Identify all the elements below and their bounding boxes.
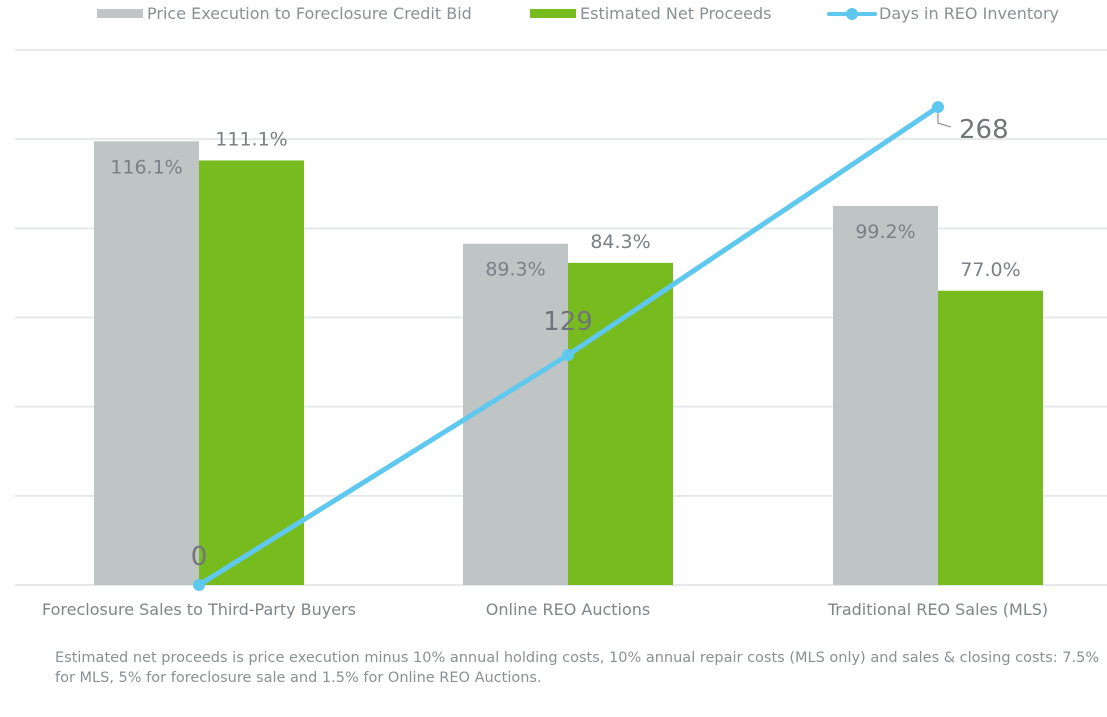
bar bbox=[833, 205, 938, 585]
line-point bbox=[932, 101, 944, 114]
legend-swatch-gray bbox=[97, 9, 143, 18]
bars bbox=[94, 141, 1043, 586]
x-axis-tick-labels: Foreclosure Sales to Third-Party Buyers O… bbox=[42, 600, 1048, 619]
line-point bbox=[193, 579, 205, 591]
bar-value-label: 111.1% bbox=[215, 128, 287, 150]
bar bbox=[463, 243, 568, 585]
legend-item-price-execution: Price Execution to Foreclosure Credit Bi… bbox=[97, 4, 472, 23]
x-tick-label: Foreclosure Sales to Third-Party Buyers bbox=[42, 600, 356, 619]
bar bbox=[938, 290, 1043, 585]
line-series bbox=[193, 101, 952, 591]
chart-legend: Price Execution to Foreclosure Credit Bi… bbox=[0, 4, 1107, 30]
line-value-label: 0 bbox=[191, 542, 208, 572]
line-value-label: 129 bbox=[543, 307, 593, 337]
bar-value-label: 84.3% bbox=[590, 231, 650, 253]
bar-value-label: 116.1% bbox=[110, 156, 182, 178]
x-tick-label: Online REO Auctions bbox=[486, 600, 650, 619]
legend-item-days-in-reo: Days in REO Inventory bbox=[827, 4, 1059, 23]
legend-label: Price Execution to Foreclosure Credit Bi… bbox=[147, 4, 472, 23]
bar-value-label: 99.2% bbox=[855, 221, 915, 243]
bar bbox=[568, 262, 673, 585]
legend-swatch-green bbox=[530, 9, 576, 18]
legend-item-net-proceeds: Estimated Net Proceeds bbox=[530, 4, 771, 23]
label-leader-line bbox=[937, 113, 952, 128]
legend-label: Days in REO Inventory bbox=[879, 4, 1060, 23]
bar bbox=[94, 141, 199, 585]
bar-value-label: 77.0% bbox=[960, 259, 1020, 281]
data-labels: 116.1% 89.3% 99.2% 111.1% 84.3% 77.0% 0 129 268 bbox=[110, 115, 1020, 572]
bar-value-label: 89.3% bbox=[485, 259, 545, 281]
line-point bbox=[562, 348, 574, 361]
line-value-label: 268 bbox=[959, 115, 1009, 145]
legend-label: Estimated Net Proceeds bbox=[580, 4, 772, 23]
chart-plot: 116.1%89.3%99.2%111.1%84.3%77.0%0129268 … bbox=[15, 49, 1107, 619]
legend-swatch-line bbox=[827, 7, 877, 20]
footnote: Estimated net proceeds is price executio… bbox=[55, 650, 1100, 686]
x-tick-label: Traditional REO Sales (MLS) bbox=[827, 600, 1048, 619]
bar bbox=[199, 160, 304, 586]
